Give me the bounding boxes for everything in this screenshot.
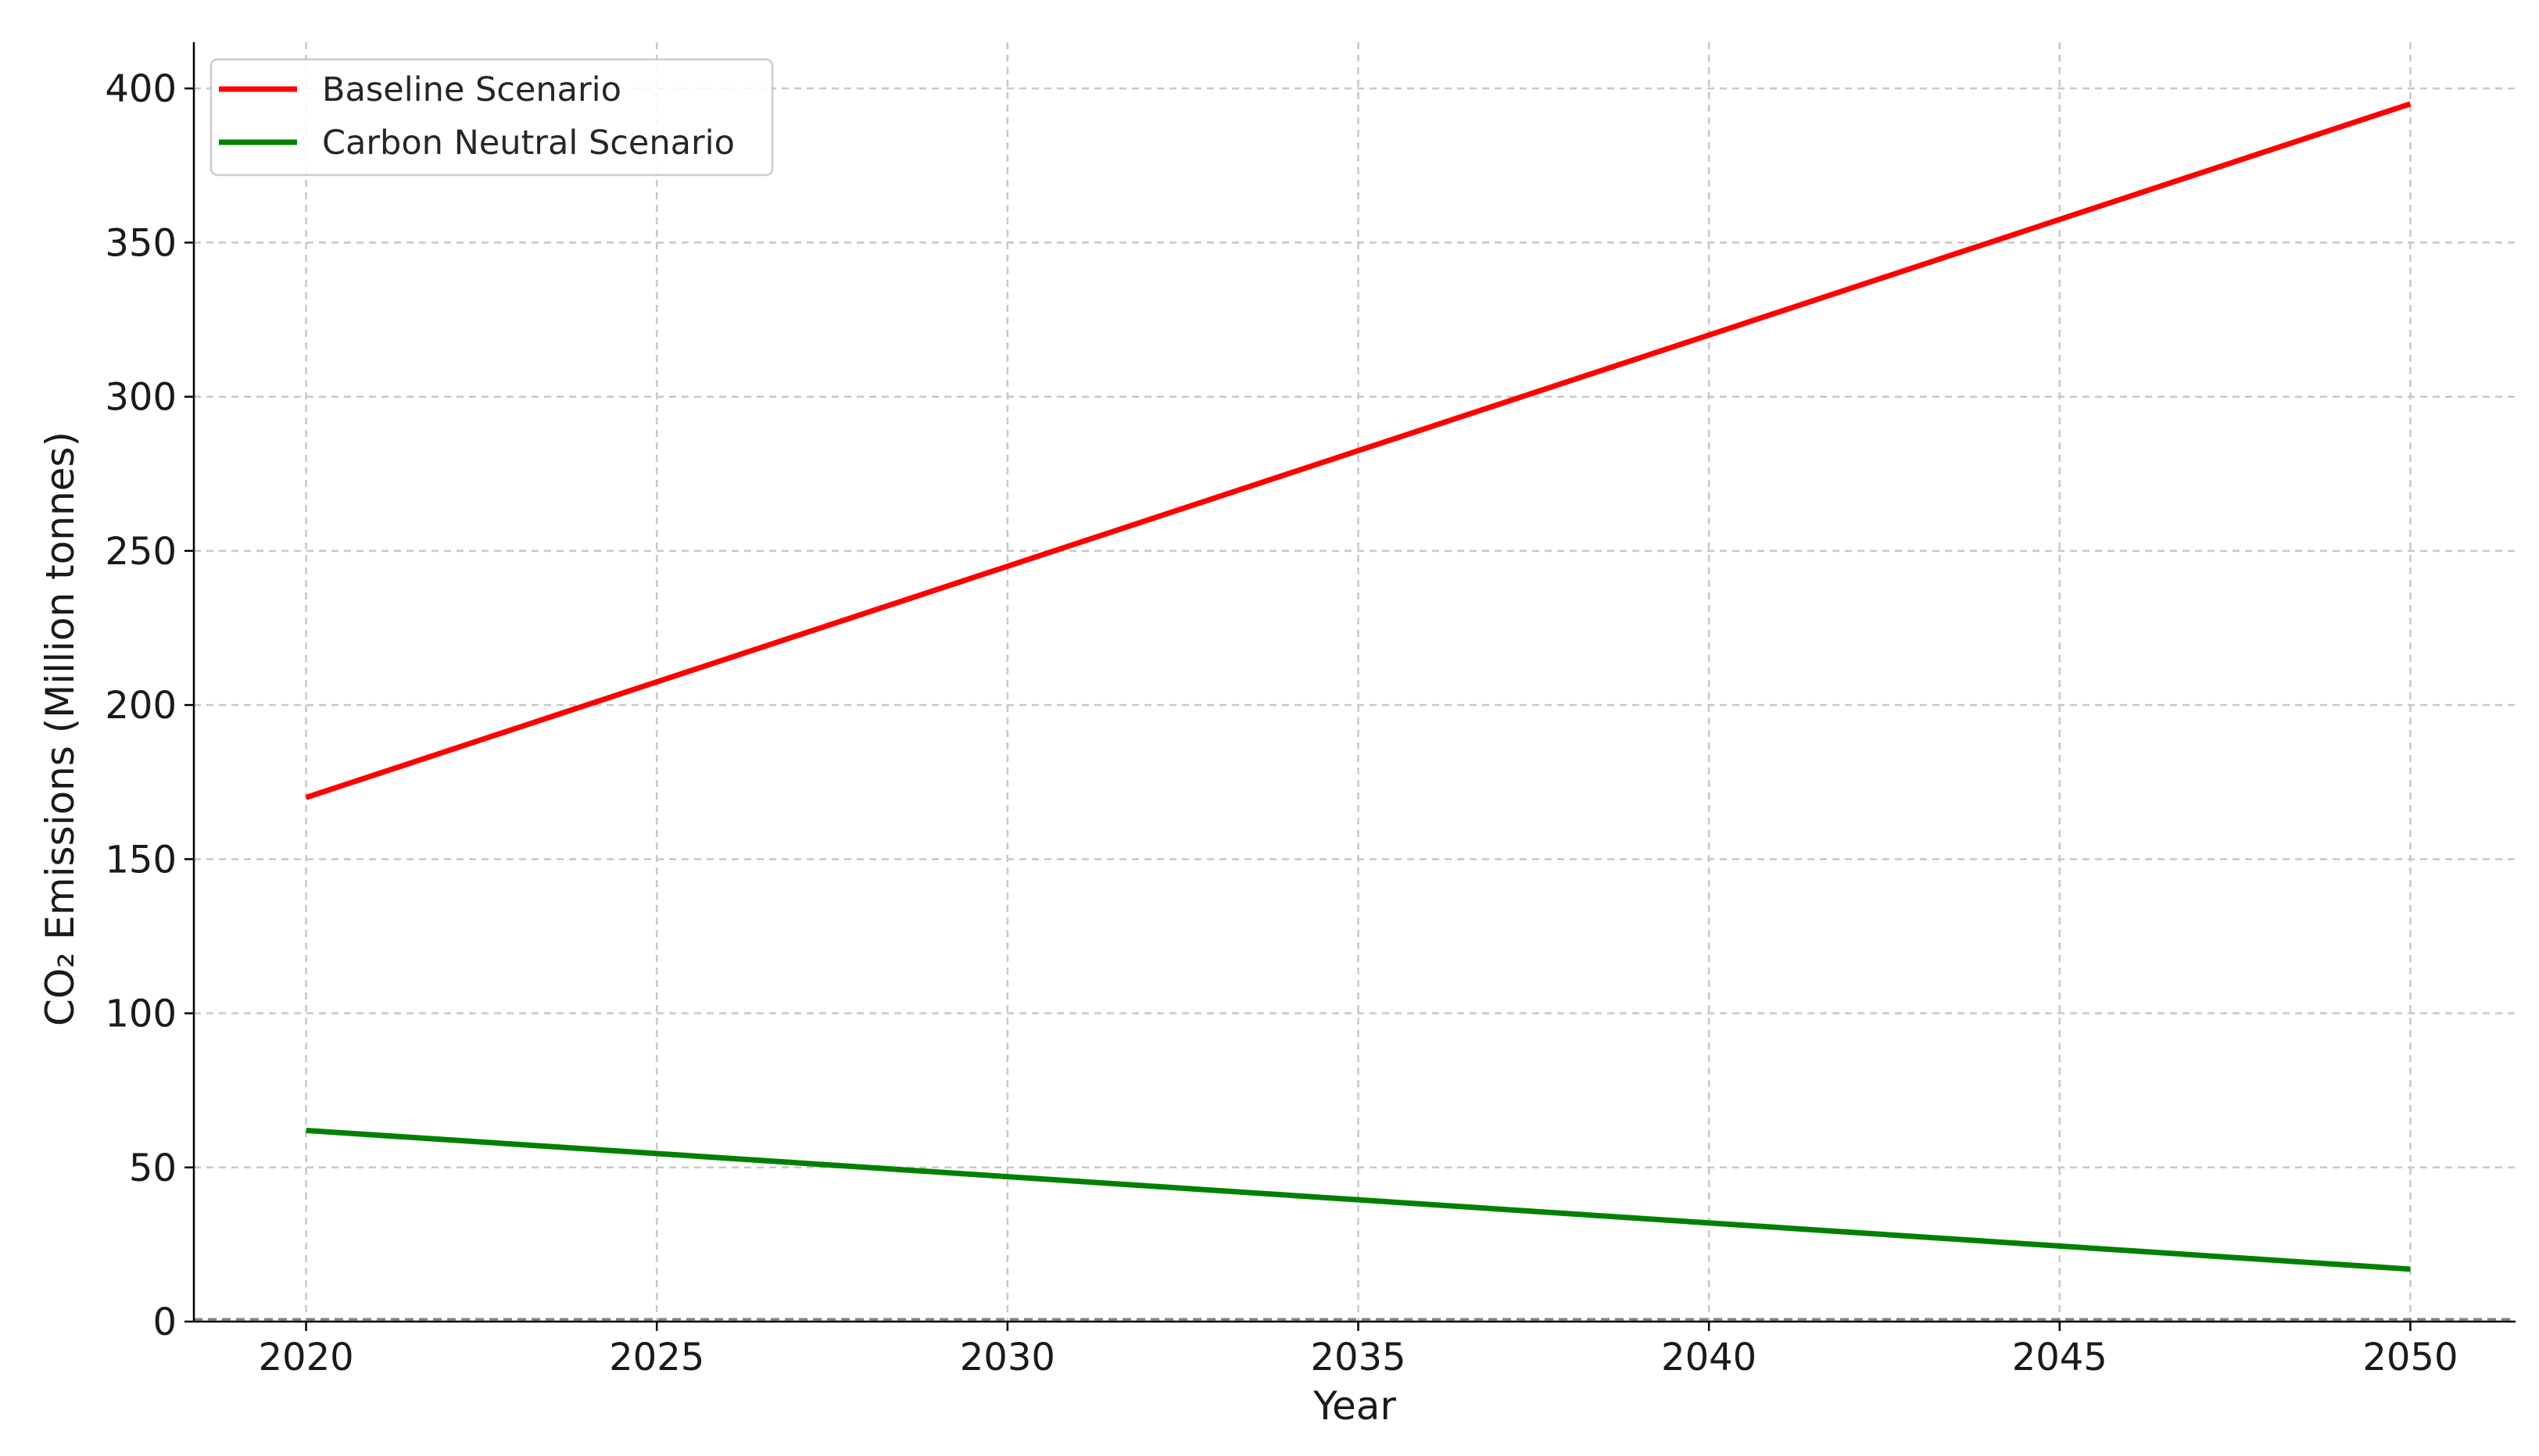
ticks-layer: 2020 2025 2030 2035 2040 2045 2050 0 50 100 150 200… xyxy=(105,67,2458,1379)
legend-items: Baseline Scenario Carbon Neutral Scenario xyxy=(219,70,735,163)
x-tick-label-2040: 2040 xyxy=(1661,1336,1757,1379)
series-layer xyxy=(305,101,2412,1272)
x-axis-label: Year xyxy=(1312,1383,1396,1429)
legend-label-2: Carbon Neutral Scenario xyxy=(322,123,735,163)
y-axis-label: CO₂ Emissions (Million tonnes) xyxy=(38,431,83,1026)
y-tick-label-50: 50 xyxy=(129,1147,177,1190)
y-tick-label-250: 250 xyxy=(105,530,177,574)
grid-layer xyxy=(194,42,2516,1323)
y-tick-label-100: 100 xyxy=(105,993,177,1036)
y-tick-label-0: 0 xyxy=(152,1300,177,1344)
axes-layer xyxy=(192,42,2516,1323)
legend-box xyxy=(209,58,774,177)
y-tick-label-400: 400 xyxy=(105,67,177,111)
y-tick-label-200: 200 xyxy=(105,684,177,728)
x-tick-label-2030: 2030 xyxy=(960,1336,1055,1379)
x-tick-label-2035: 2035 xyxy=(1310,1336,1406,1379)
y-tick-label-300: 300 xyxy=(105,376,177,420)
series-line-2 xyxy=(306,1127,2411,1272)
series-line-1 xyxy=(305,101,2412,800)
legend-label-1: Baseline Scenario xyxy=(322,70,621,109)
x-tick-label-2045: 2045 xyxy=(2012,1336,2107,1379)
x-tick-label-2020: 2020 xyxy=(258,1336,353,1379)
legend: Baseline Scenario Carbon Neutral Scenario xyxy=(209,58,774,177)
y-tick-label-350: 350 xyxy=(105,221,177,265)
x-tick-label-2050: 2050 xyxy=(2362,1336,2458,1379)
x-tick-label-2025: 2025 xyxy=(609,1336,704,1379)
y-tick-label-150: 150 xyxy=(105,838,177,882)
